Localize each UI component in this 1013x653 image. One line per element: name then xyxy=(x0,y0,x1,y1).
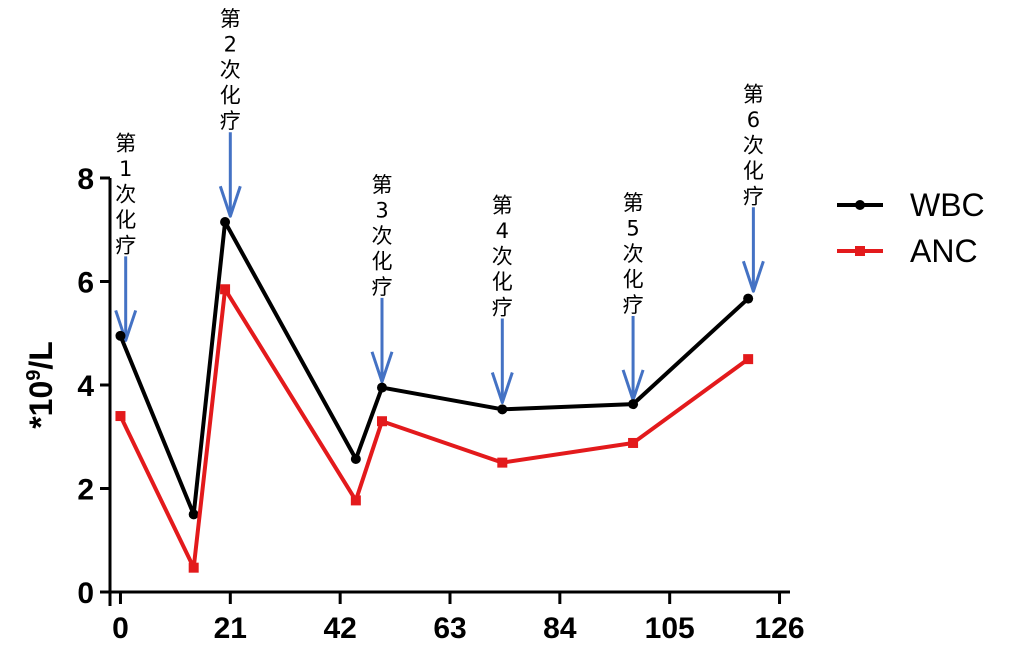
legend-label: WBC xyxy=(910,187,985,223)
x-tick-label: 84 xyxy=(543,612,577,645)
y-axis-label: *109/L xyxy=(23,341,59,429)
annotation-text: 疗 xyxy=(372,275,393,299)
annotation-text: 第 xyxy=(220,7,241,31)
data-point-anc xyxy=(743,354,754,365)
x-tick-label: 63 xyxy=(433,612,466,645)
data-point-wbc xyxy=(743,293,754,304)
annotation-text: 次 xyxy=(743,133,764,157)
annotation-text: 化 xyxy=(492,270,513,294)
annotation-arrow-head xyxy=(741,260,765,293)
y-axis-label-pre: *10 xyxy=(23,381,59,429)
y-tick-label: 4 xyxy=(77,370,94,403)
data-point-wbc xyxy=(220,216,231,227)
annotation-text: 化 xyxy=(372,249,393,273)
data-point-wbc xyxy=(377,382,387,393)
annotation-text: 次 xyxy=(372,224,393,248)
annotation-text: 4 xyxy=(496,219,509,243)
annotation-arrow-head xyxy=(490,372,514,405)
annotation-text: 化 xyxy=(220,84,241,108)
legend-swatch-marker xyxy=(855,200,865,210)
annotation-text: 第 xyxy=(115,131,136,155)
annotation-text: 化 xyxy=(115,208,136,232)
data-point-anc xyxy=(115,411,126,422)
series xyxy=(115,216,754,573)
annotation-arrow-head xyxy=(218,185,242,218)
data-point-anc xyxy=(497,457,508,468)
annotation-text: 疗 xyxy=(115,233,136,257)
annotation-text: 次 xyxy=(623,242,644,266)
axes: 0 2 4 6 8 0 21 42 63 84 105 126 *109/L xyxy=(23,163,805,645)
annotation-text: 5 xyxy=(626,216,639,240)
data-point-anc xyxy=(350,495,361,506)
annotation-text: 第 xyxy=(623,191,644,215)
data-point-anc xyxy=(188,562,199,573)
y-tick-label: 6 xyxy=(77,267,94,300)
series-anc xyxy=(115,284,754,573)
annotation-text: 疗 xyxy=(220,109,241,133)
annotation-text: 次 xyxy=(492,245,513,269)
y-tick-label: 2 xyxy=(77,474,94,507)
annotation-text: 次 xyxy=(220,58,241,82)
data-point-wbc xyxy=(188,509,199,520)
annotation-text: 第 xyxy=(372,173,393,197)
data-point-wbc xyxy=(115,330,126,341)
x-tick-label: 42 xyxy=(323,612,356,645)
data-point-wbc xyxy=(350,454,361,465)
legend-swatch-marker xyxy=(855,246,865,256)
annotation-arrow-head xyxy=(114,309,138,342)
series-line-anc xyxy=(118,287,750,570)
annotation-text: 第 xyxy=(743,82,764,106)
data-point-wbc xyxy=(497,404,508,415)
x-tick-label: 0 xyxy=(112,612,129,645)
annotation-text: 6 xyxy=(747,108,760,132)
x-tick-label: 126 xyxy=(755,612,805,645)
data-point-anc xyxy=(220,284,231,295)
data-point-anc xyxy=(377,416,387,427)
legend-item-wbc: WBC xyxy=(837,187,985,223)
series-line-wbc xyxy=(118,219,750,517)
y-tick-label: 0 xyxy=(77,577,94,610)
legend-label: ANC xyxy=(910,233,978,269)
legend-item-anc: ANC xyxy=(837,233,978,269)
x-tick-label: 105 xyxy=(645,612,695,645)
annotation-text: 次 xyxy=(115,182,136,206)
annotation-text: 第 xyxy=(492,194,513,218)
annotation-text: 化 xyxy=(743,159,764,183)
data-point-wbc xyxy=(628,399,639,410)
annotation-text: 2 xyxy=(224,33,237,57)
series-wbc xyxy=(115,216,754,520)
x-tick-label: 21 xyxy=(214,612,247,645)
annotation-text: 疗 xyxy=(492,296,513,320)
annotation-text: 疗 xyxy=(623,293,644,317)
annotation-text: 1 xyxy=(119,157,132,181)
annotation-text: 疗 xyxy=(743,184,764,208)
annotation-arrow-head xyxy=(370,351,394,384)
legend: WBC ANC xyxy=(837,187,985,269)
annotation-text: 化 xyxy=(623,267,644,291)
data-point-anc xyxy=(628,437,639,448)
annotation-text: 3 xyxy=(375,198,388,222)
y-tick-label: 8 xyxy=(77,163,94,196)
y-axis-label-post: /L xyxy=(23,341,59,369)
y-axis-label-sup: 9 xyxy=(23,370,45,381)
